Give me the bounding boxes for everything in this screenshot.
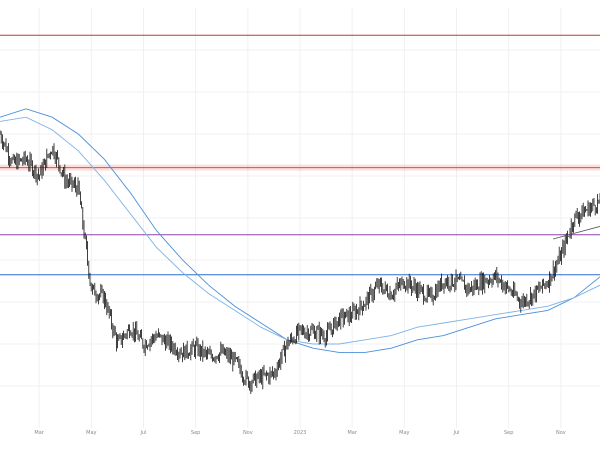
x-axis-ticks: Mar May Jul Sep Nov 2023 Mar May Jul Sep Nov bbox=[34, 430, 565, 436]
x-tick-label: Mar bbox=[34, 430, 44, 436]
x-tick-label: May bbox=[399, 430, 409, 436]
trend-line-segment[interactable] bbox=[552, 226, 600, 240]
x-tick-label: Nov bbox=[556, 430, 566, 436]
x-tick-label: Nov bbox=[243, 430, 253, 436]
horizontal-levels bbox=[0, 34, 600, 276]
x-tick-label: Jul bbox=[452, 430, 459, 436]
price-candles bbox=[0, 130, 600, 394]
moving-average-line-1 bbox=[0, 116, 600, 345]
x-tick-label: Sep bbox=[504, 430, 513, 436]
x-tick-label: Sep bbox=[191, 430, 200, 436]
x-tick-label: May bbox=[86, 430, 96, 436]
trend-line bbox=[552, 226, 600, 240]
moving-averages bbox=[0, 108, 600, 353]
x-tick-label: Mar bbox=[347, 430, 357, 436]
moving-average-line-0 bbox=[0, 108, 600, 353]
x-tick-label: 2023 bbox=[294, 430, 307, 436]
grid bbox=[0, 8, 600, 428]
x-tick-label: Jul bbox=[139, 430, 146, 436]
